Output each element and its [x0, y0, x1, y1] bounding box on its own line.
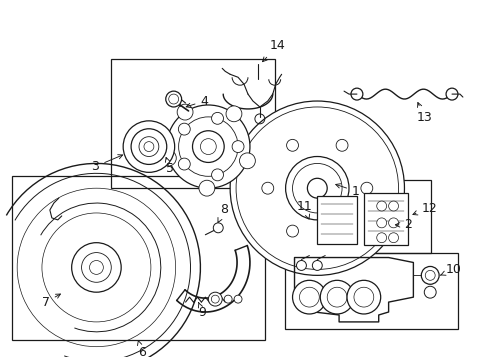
Text: 6: 6	[137, 341, 145, 359]
Text: 2: 2	[395, 219, 411, 231]
Circle shape	[292, 280, 325, 314]
Bar	[317, 196, 356, 244]
Circle shape	[199, 180, 214, 196]
Circle shape	[286, 139, 298, 151]
Circle shape	[211, 112, 223, 124]
Circle shape	[360, 182, 372, 194]
Text: 7: 7	[42, 294, 61, 309]
Text: 9: 9	[198, 303, 206, 319]
Circle shape	[350, 88, 362, 100]
Circle shape	[285, 157, 348, 220]
Circle shape	[165, 91, 181, 107]
Text: 13: 13	[415, 103, 431, 124]
Bar	[307, 180, 430, 253]
Circle shape	[178, 123, 190, 135]
Circle shape	[208, 292, 222, 306]
Text: 3: 3	[91, 155, 122, 173]
Circle shape	[376, 201, 386, 211]
Circle shape	[234, 295, 242, 303]
Text: 8: 8	[218, 203, 228, 222]
Circle shape	[166, 105, 249, 188]
Bar	[284, 253, 457, 329]
Text: 12: 12	[412, 202, 436, 215]
Circle shape	[72, 243, 121, 292]
Text: 14: 14	[262, 40, 285, 62]
Circle shape	[445, 88, 457, 100]
Circle shape	[225, 106, 242, 122]
Circle shape	[388, 233, 398, 243]
Circle shape	[335, 225, 347, 237]
Circle shape	[388, 201, 398, 211]
Circle shape	[178, 117, 238, 176]
Circle shape	[346, 280, 380, 314]
Circle shape	[239, 153, 255, 169]
Bar	[111, 59, 274, 188]
Circle shape	[261, 182, 273, 194]
Circle shape	[370, 215, 390, 235]
Circle shape	[224, 295, 232, 303]
Circle shape	[296, 261, 306, 270]
Text: 11: 11	[296, 199, 312, 219]
Circle shape	[286, 225, 298, 237]
Circle shape	[177, 104, 193, 120]
Text: 10: 10	[440, 263, 461, 276]
Circle shape	[178, 158, 190, 170]
Circle shape	[424, 286, 435, 298]
Circle shape	[213, 223, 223, 233]
Circle shape	[123, 121, 174, 172]
Bar	[363, 193, 407, 245]
Circle shape	[230, 101, 404, 275]
Circle shape	[312, 261, 322, 270]
Text: 1: 1	[335, 184, 359, 198]
Circle shape	[388, 218, 398, 228]
Text: 4: 4	[186, 95, 208, 108]
Bar	[12, 176, 264, 340]
Circle shape	[421, 266, 438, 284]
Circle shape	[335, 139, 347, 151]
Circle shape	[376, 233, 386, 243]
Circle shape	[160, 150, 176, 166]
Text: 5: 5	[165, 157, 173, 175]
Circle shape	[232, 141, 244, 153]
Circle shape	[320, 280, 353, 314]
Circle shape	[375, 220, 385, 230]
Circle shape	[211, 169, 223, 181]
Circle shape	[376, 218, 386, 228]
